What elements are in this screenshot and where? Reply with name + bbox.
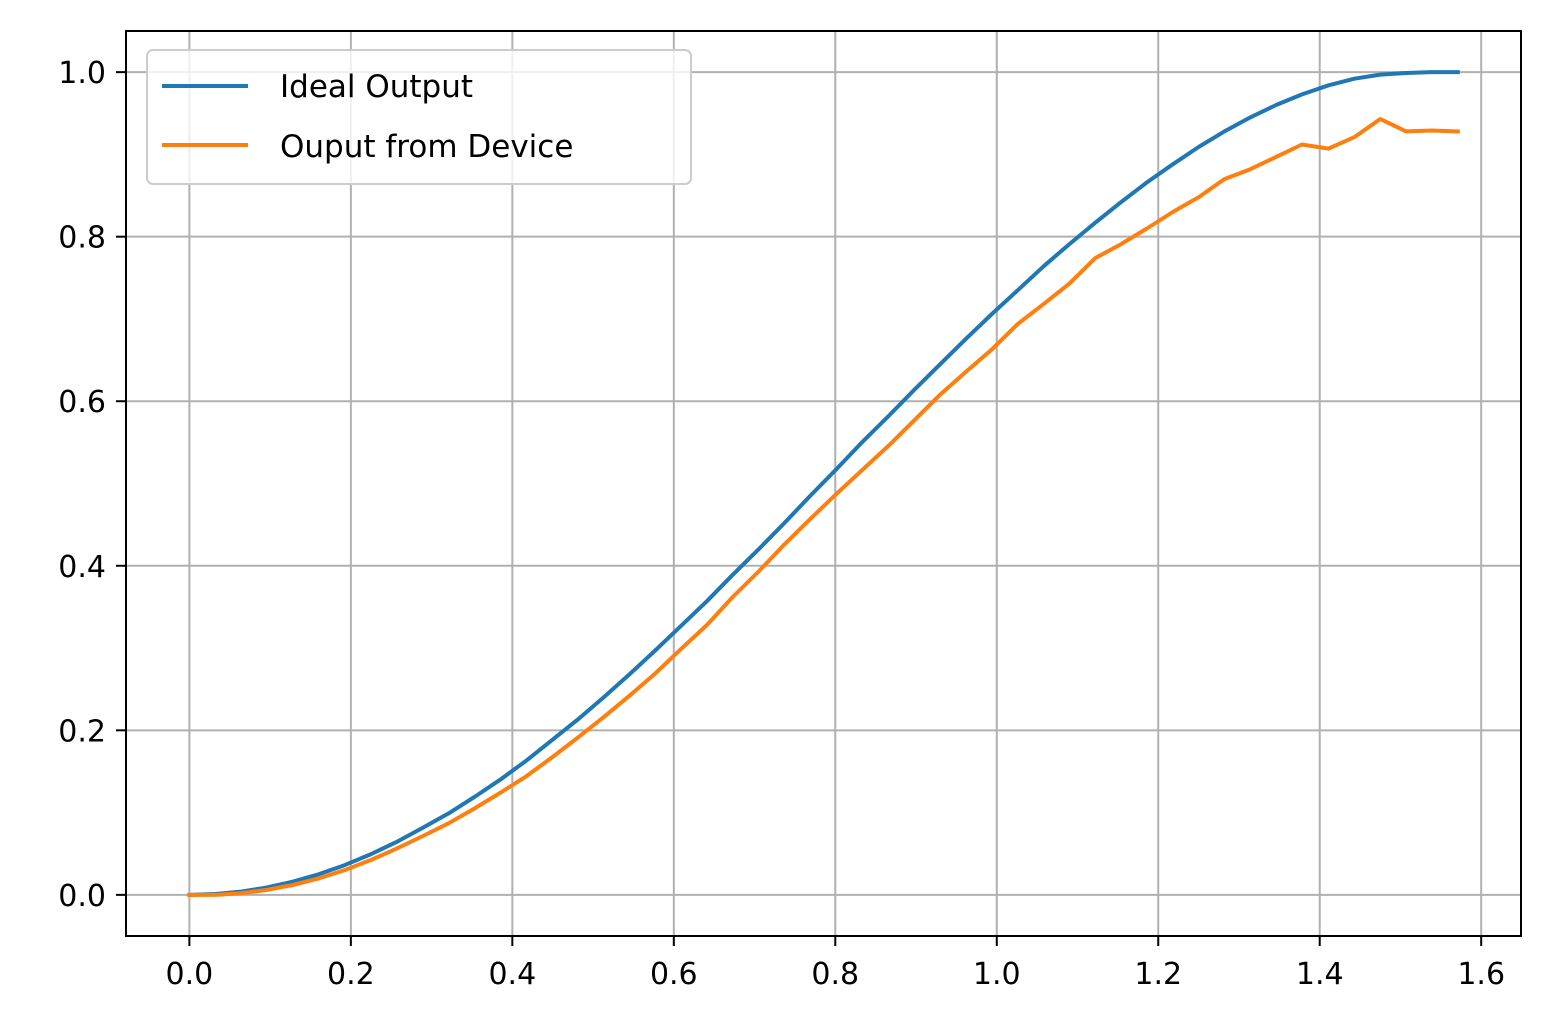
x-tick-label: 1.2 — [1134, 957, 1182, 992]
legend-frame — [146, 49, 692, 185]
series-line-device-output — [187, 117, 1460, 897]
x-tick-label: 0.0 — [166, 957, 214, 992]
legend: Ideal Output Ouput from Device — [146, 49, 692, 185]
y-tick-label: 0.4 — [58, 550, 106, 585]
x-tick-label: 0.2 — [327, 957, 375, 992]
x-tick-label: 0.4 — [488, 957, 536, 992]
series-line-ideal-output — [187, 70, 1460, 897]
x-axis: 0.0 0.2 0.4 0.6 0.8 1.0 1.2 1.4 1.6 — [166, 936, 1505, 992]
x-tick-label: 1.6 — [1457, 957, 1505, 992]
x-tick-label: 0.8 — [811, 957, 859, 992]
plot-frame — [125, 30, 1522, 937]
x-tick-label: 1.4 — [1296, 957, 1344, 992]
legend-label-device-output: Ouput from Device — [280, 129, 573, 165]
y-tick-label: 0.8 — [58, 221, 106, 256]
y-axis: 0.0 0.2 0.4 0.6 0.8 1.0 — [58, 56, 126, 914]
x-tick-label: 0.6 — [650, 957, 698, 992]
y-tick-label: 0.0 — [58, 879, 106, 914]
y-tick-label: 0.6 — [58, 385, 106, 420]
y-tick-label: 0.2 — [58, 714, 106, 749]
y-tick-label: 1.0 — [58, 56, 106, 91]
x-tick-label: 1.0 — [973, 957, 1021, 992]
series-lines — [187, 70, 1460, 897]
legend-label-ideal-output: Ideal Output — [280, 69, 473, 105]
